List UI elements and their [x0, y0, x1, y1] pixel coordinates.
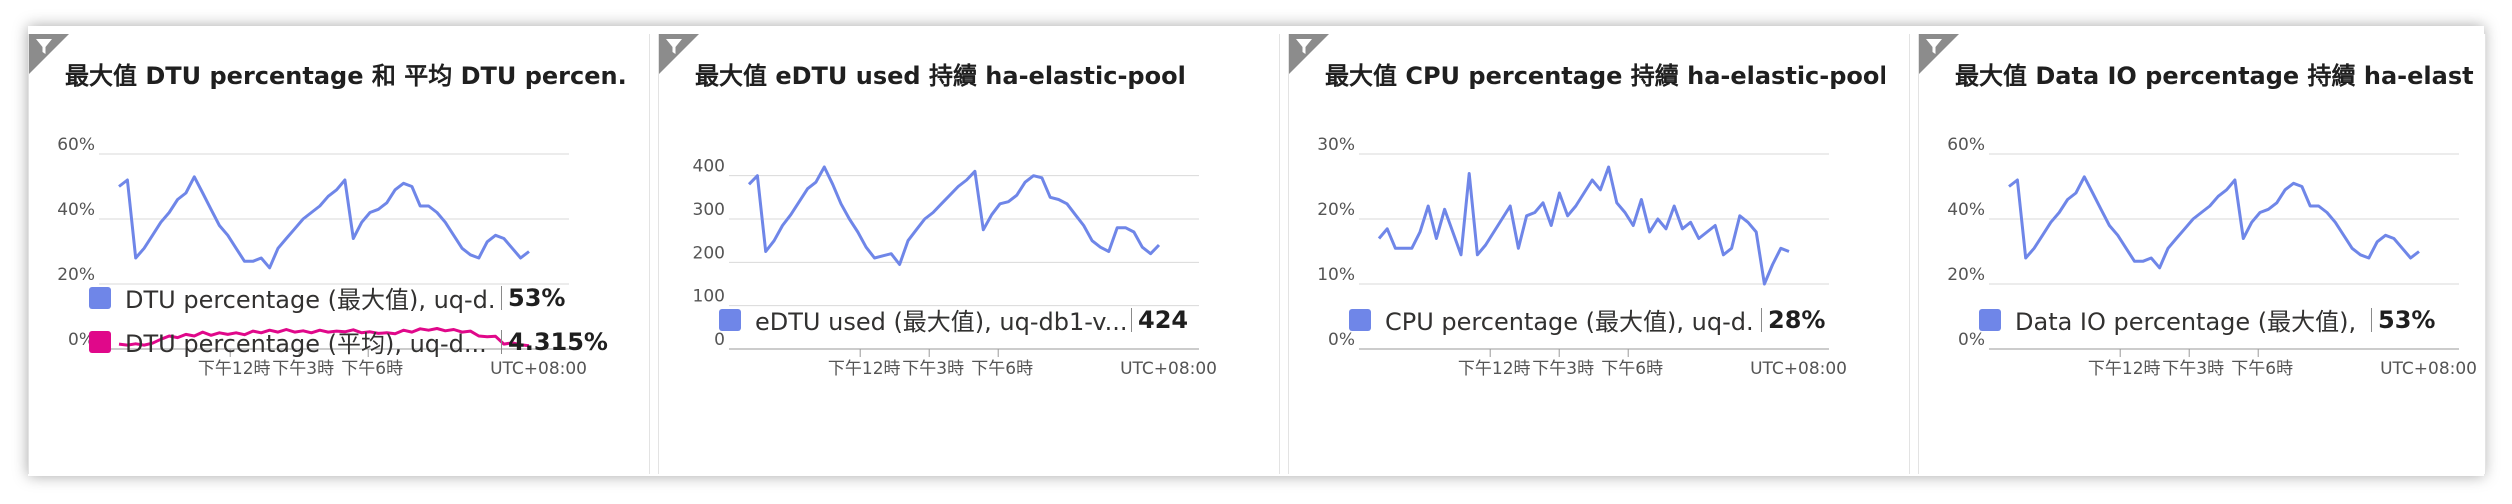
filter-icon[interactable] — [1925, 38, 1943, 56]
timezone-label: UTC+08:00 — [2380, 359, 2477, 379]
filter-icon[interactable] — [35, 38, 53, 56]
x-tick-label: 下午12時 — [1458, 359, 1531, 379]
y-tick-label: 0% — [1328, 330, 1355, 350]
legend-item[interactable]: CPU percentage (最大值), uq-d... 28% — [1349, 302, 1825, 337]
y-tick-label: 40% — [1947, 200, 1985, 220]
tile-data-io-percentage[interactable]: 最大值 Data IO percentage 持續 ha-elastic-...… — [1918, 34, 2486, 474]
legend-swatch — [89, 286, 111, 309]
legend-swatch — [89, 330, 111, 353]
legend-series-name: DTU percentage (最大值), uq-d... — [125, 286, 495, 314]
x-tick-label: 下午3時 — [2162, 359, 2224, 379]
y-tick-label: 100 — [693, 287, 725, 307]
x-tick-label: 下午6時 — [971, 359, 1033, 379]
legend-divider — [2371, 307, 2372, 332]
timezone-label: UTC+08:00 — [1750, 359, 1847, 379]
dashboard-tile-strip: 最大值 DTU percentage 和 平均 DTU percen... 0%… — [28, 26, 2486, 476]
y-tick-label: 10% — [1317, 265, 1355, 285]
line-chart: 0% 20% 40% 60% 下午12時 下午3時 下午6時 UTC+08:00 — [57, 135, 587, 379]
y-tick-label: 300 — [693, 200, 725, 220]
legend-value: 4.315% — [508, 327, 608, 356]
line-chart: 0% 10% 20% 30% 下午12時 下午3時 下午6時 UTC+08:00 — [1317, 135, 1847, 379]
legend-item[interactable]: eDTU used (最大值), uq-db1-v... 424 — [719, 302, 1188, 337]
legend-value: 424 — [1138, 305, 1189, 334]
x-tick-label: 下午3時 — [1532, 359, 1594, 379]
line-chart: 0 100 200 300 400 下午12時 下午3時 下午6時 UTC+08:00 — [693, 157, 1217, 379]
y-tick-label: 40% — [57, 200, 95, 220]
legend-divider — [1761, 307, 1762, 332]
x-tick-label: 下午12時 — [198, 359, 271, 379]
timezone-label: UTC+08:00 — [490, 359, 587, 379]
legend-series-name: DTU percentage (平均), uq-d... — [125, 330, 487, 358]
tile-cpu-percentage[interactable]: 最大值 CPU percentage 持續 ha-elastic-pool 0%… — [1288, 34, 1910, 474]
legend-divider — [1131, 307, 1132, 332]
x-tick-label: 下午6時 — [1601, 359, 1663, 379]
legend-item[interactable]: DTU percentage (平均), uq-d... 4.315% — [89, 324, 608, 359]
series-line — [747, 165, 1161, 266]
legend-swatch — [719, 308, 741, 331]
y-tick-label: 20% — [1947, 265, 1985, 285]
legend-divider — [501, 329, 502, 354]
y-tick-label: 0% — [1958, 330, 1985, 350]
x-tick-label: 下午3時 — [272, 359, 334, 379]
x-tick-label: 下午12時 — [828, 359, 901, 379]
y-tick-label: 20% — [57, 265, 95, 285]
legend-value: 53% — [2378, 305, 2436, 334]
tile-title: 最大值 DTU percentage 和 平均 DTU percen... — [65, 62, 625, 90]
x-tick-label: 下午6時 — [2231, 359, 2293, 379]
series-line — [118, 327, 530, 348]
legend-divider — [501, 285, 502, 310]
legend-series-name: Data IO percentage (最大值), u... — [2015, 308, 2365, 336]
line-chart: 0% 20% 40% 60% 下午12時 下午3時 下午6時 UTC+08:00 — [1947, 135, 2477, 379]
y-tick-label: 30% — [1317, 135, 1355, 155]
x-tick-label: 下午3時 — [902, 359, 964, 379]
y-tick-label: 60% — [1947, 135, 1985, 155]
legend-item[interactable]: DTU percentage (最大值), uq-d... 53% — [89, 280, 565, 315]
y-tick-label: 60% — [57, 135, 95, 155]
tile-title: 最大值 eDTU used 持續 ha-elastic-pool — [695, 62, 1186, 90]
tile-title: 最大值 Data IO percentage 持續 ha-elastic-... — [1955, 62, 2475, 90]
tile-dtu-percentage[interactable]: 最大值 DTU percentage 和 平均 DTU percen... 0%… — [28, 34, 650, 474]
timezone-label: UTC+08:00 — [1120, 359, 1217, 379]
y-tick-label: 400 — [693, 157, 725, 177]
legend-swatch — [1979, 308, 2001, 331]
legend-series-name: CPU percentage (最大值), uq-d... — [1385, 308, 1755, 336]
y-tick-label: 0 — [714, 330, 725, 350]
legend-series-name: eDTU used (最大值), uq-db1-v... — [755, 308, 1125, 336]
series-line — [2008, 175, 2420, 270]
legend-value: 53% — [508, 283, 566, 312]
filter-icon[interactable] — [1295, 38, 1313, 56]
filter-icon[interactable] — [665, 38, 683, 56]
x-tick-label: 下午12時 — [2088, 359, 2161, 379]
y-tick-label: 200 — [693, 243, 725, 263]
y-tick-label: 0% — [68, 330, 95, 350]
x-tick-label: 下午6時 — [341, 359, 403, 379]
legend-item[interactable]: Data IO percentage (最大值), u... 53% — [1979, 302, 2435, 337]
series-line — [118, 175, 530, 270]
legend-value: 28% — [1768, 305, 1826, 334]
tile-title: 最大值 CPU percentage 持續 ha-elastic-pool — [1325, 62, 1885, 90]
tile-edtu-used[interactable]: 最大值 eDTU used 持續 ha-elastic-pool 0 100 200… — [658, 34, 1280, 474]
series-line — [1377, 165, 1790, 286]
legend-swatch — [1349, 308, 1371, 331]
y-tick-label: 20% — [1317, 200, 1355, 220]
